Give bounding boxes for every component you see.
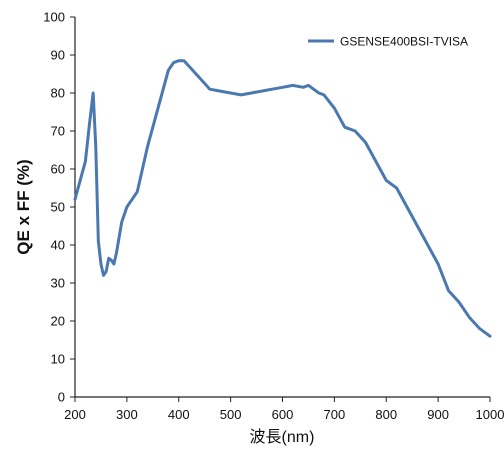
y-tick-label: 90 bbox=[51, 48, 65, 63]
x-tick-label: 200 bbox=[64, 407, 86, 422]
axes: 0 10 20 30 40 50 60 70 80 90 100 200 300 400 500 600 700… bbox=[43, 10, 504, 423]
x-tick-label: 500 bbox=[220, 407, 242, 422]
x-tick-label: 700 bbox=[324, 407, 346, 422]
y-axis-title: QE x FF (%) bbox=[14, 159, 33, 254]
x-tick-label: 400 bbox=[168, 407, 190, 422]
y-tick-label: 60 bbox=[51, 162, 65, 177]
y-tick-label: 10 bbox=[51, 352, 65, 367]
x-axis-title: 波長(nm) bbox=[250, 428, 315, 446]
y-tick-label: 0 bbox=[58, 390, 65, 405]
y-tick-label: 50 bbox=[51, 200, 65, 215]
y-tick-label: 70 bbox=[51, 124, 65, 139]
x-tick-label: 300 bbox=[116, 407, 138, 422]
x-tick-label: 800 bbox=[375, 407, 397, 422]
y-tick-label: 100 bbox=[43, 10, 65, 25]
x-tick-label: 900 bbox=[427, 407, 449, 422]
series-line bbox=[73, 59, 492, 338]
series-group bbox=[73, 59, 492, 338]
y-tick-label: 40 bbox=[51, 238, 65, 253]
y-tick-label: 30 bbox=[51, 276, 65, 291]
x-tick-label: 1000 bbox=[476, 407, 504, 422]
y-tick-label: 20 bbox=[51, 314, 65, 329]
y-tick-label: 80 bbox=[51, 86, 65, 101]
legend-label: GSENSE400BSI-TVISA bbox=[340, 35, 468, 49]
legend: GSENSE400BSI-TVISA bbox=[308, 35, 468, 49]
x-tick-label: 600 bbox=[272, 407, 294, 422]
